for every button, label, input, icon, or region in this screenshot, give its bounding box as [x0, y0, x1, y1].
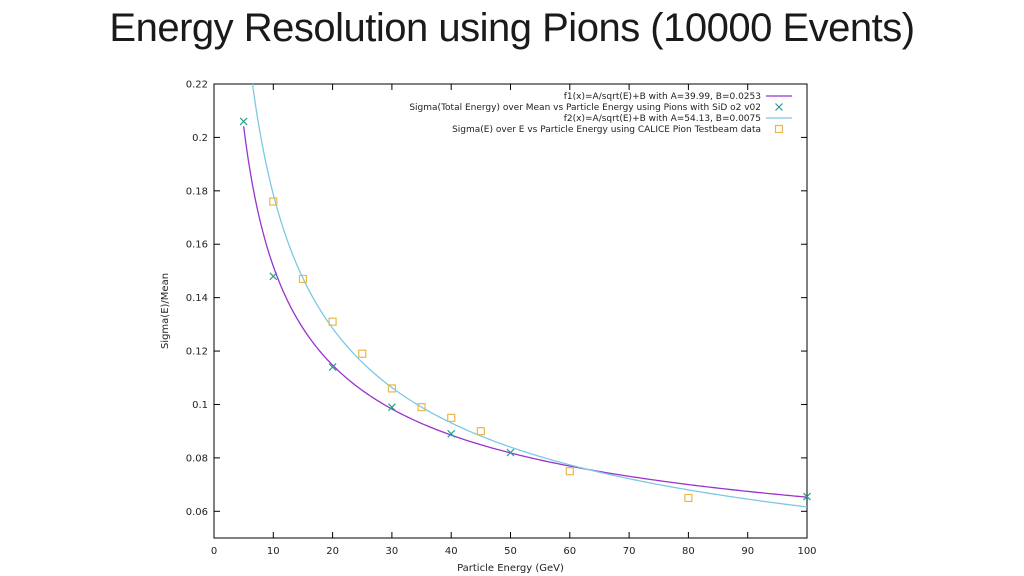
data-point-sid: [387, 403, 396, 412]
y-tick-label: 0.22: [186, 80, 208, 91]
data-point-calice: [269, 197, 278, 206]
x-tick-label: 100: [797, 546, 816, 557]
x-axis-title: Particle Energy (GeV): [457, 563, 564, 574]
plot-border: [213, 83, 808, 539]
legend-marker-sample: [775, 103, 783, 111]
slide-title: Energy Resolution using Pions (10000 Eve…: [109, 6, 915, 50]
x-tick-label: 20: [326, 546, 339, 557]
plot-frame: [213, 83, 808, 539]
data-point-sid: [447, 429, 456, 438]
y-tick-label: 0.14: [186, 293, 208, 304]
data-point-sid: [328, 363, 337, 372]
data-point-calice: [387, 384, 396, 393]
data-point-calice: [565, 467, 574, 476]
x-tick-label: 70: [623, 546, 636, 557]
y-axis-title: Sigma(E)/Mean: [160, 273, 171, 349]
y-tick-label: 0.2: [192, 133, 208, 144]
legend-label: f2(x)=A/sqrt(E)+B with A=54.13, B=0.0075: [564, 114, 761, 124]
axis-ticks: 0 10 20 30 40 50 60 70 80 90 100 0.06 0.08 0.1 0.12 0.1…: [186, 80, 817, 558]
data-point-calice: [417, 403, 426, 412]
data-point-calice: [298, 274, 308, 284]
y-tick-label: 0.12: [186, 347, 208, 358]
y-tick-label: 0.18: [186, 186, 208, 197]
x-tick-label: 50: [504, 546, 517, 557]
legend-label: Sigma(E) over E vs Particle Energy using…: [452, 125, 761, 135]
data-point-sid: [239, 117, 248, 126]
x-tick-label: 10: [267, 546, 280, 557]
y-tick-label: 0.06: [186, 507, 208, 518]
x-tick-label: 0: [211, 546, 217, 557]
fit-curve-f1: [243, 126, 807, 498]
legend-label: f1(x)=A/sqrt(E)+B with A=39.99, B=0.0253: [564, 92, 761, 102]
data-point-calice: [684, 493, 693, 503]
y-tick-label: 0.08: [186, 453, 208, 464]
data-point-sid: [506, 448, 515, 457]
fit-curve-f2: [251, 84, 807, 508]
y-tick-label: 0.1: [192, 400, 208, 411]
data-point-calice: [476, 427, 485, 436]
legend-label: Sigma(Total Energy) over Mean vs Particl…: [409, 103, 761, 113]
legend: f1(x)=A/sqrt(E)+B with A=39.99, B=0.0253…: [409, 92, 792, 135]
data-point-sid: [269, 272, 278, 281]
x-tick-label: 60: [563, 546, 576, 557]
data-point-calice: [447, 413, 456, 422]
data-point-sid: [803, 492, 811, 501]
x-tick-label: 40: [445, 546, 458, 557]
legend-marker-sample: [774, 124, 784, 134]
series-layer: [239, 84, 811, 508]
data-point-calice: [328, 317, 337, 326]
x-tick-label: 90: [741, 546, 754, 557]
x-tick-label: 80: [682, 546, 695, 557]
x-tick-label: 30: [386, 546, 399, 557]
data-point-calice: [358, 349, 367, 358]
y-tick-label: 0.16: [186, 240, 208, 251]
